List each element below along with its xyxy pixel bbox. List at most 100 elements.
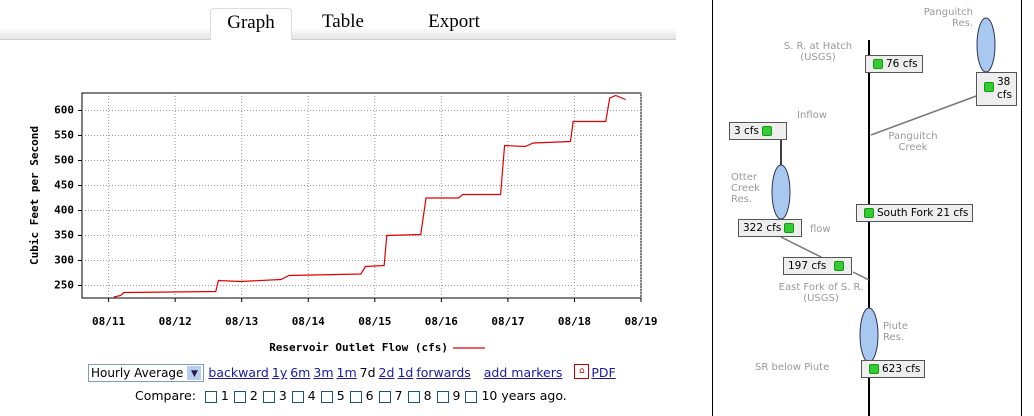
flow: 322 cfs [743, 222, 782, 234]
status-dot [761, 126, 772, 136]
y-tick-label: 250 [54, 279, 74, 292]
status-dot [873, 59, 883, 69]
flow: 623 cfs [882, 363, 921, 375]
schematic-lines [771, 17, 996, 416]
checkbox-label: 10 years ago. [481, 388, 567, 403]
chart: 250 300 350 400 450 500 550 600 08/11 08/12 08/13 0… [28, 92, 658, 354]
checkbox[interactable] [378, 390, 391, 403]
line: Piute [883, 321, 908, 332]
status-dot [834, 261, 845, 271]
pdf-text: PDF [591, 365, 616, 380]
line: (USGS) [803, 293, 839, 304]
line: Otter [731, 172, 757, 183]
x-tick-label: 08/11 [92, 315, 125, 328]
tab[interactable]: Export [428, 11, 480, 32]
status-dot [869, 364, 879, 374]
y-tick-label: 450 [54, 179, 74, 192]
select-text: Hourly Average [91, 366, 184, 380]
flow: 38 cfs [997, 76, 1012, 102]
flow-box[interactable]: 623 cfs [861, 360, 926, 378]
link[interactable]: add markers [483, 365, 563, 380]
reservoir [859, 307, 879, 363]
checkbox-label: 6 [365, 388, 374, 403]
select[interactable]: Hourly Average ▼ [88, 364, 205, 382]
schematic: Panguitch Res. S. R. at Hatch (USGS) 76 cf… [712, 0, 1022, 416]
controls: Hourly Average ▼ backward 1y 6m 3m 1m 7d 2d 1d fo… [88, 364, 619, 382]
flow: South Fork 21 cfs [877, 207, 969, 219]
checkbox-label: 7 [394, 388, 403, 403]
pdf-link[interactable]: ⌂ PDF [574, 364, 616, 380]
link[interactable]: 1y [271, 365, 288, 380]
status-dot [864, 208, 874, 218]
x-tick-label: 08/13 [225, 315, 258, 328]
y-tick-label: 300 [54, 254, 74, 267]
legend-label: Reservoir Outlet Flow (cfs) [269, 341, 448, 354]
x-tick-label: 08/17 [491, 315, 524, 328]
status-dot [984, 82, 994, 92]
line: cfs [997, 89, 1012, 101]
compare-label: Compare: [135, 388, 196, 403]
tab[interactable]: Graph [210, 8, 292, 40]
link[interactable]: 1d [397, 365, 414, 380]
select-arrow: ▼ [187, 366, 202, 380]
flow: 3 cfs [734, 125, 759, 137]
flow: 76 cfs [886, 58, 918, 70]
checkbox[interactable] [262, 390, 275, 403]
line: 38 [997, 76, 1011, 88]
y-axis-label: Cubic Feet per Second [28, 126, 41, 265]
x-tick-label: 08/14 [292, 315, 325, 328]
line: S. R. at Hatch [783, 41, 853, 52]
x-tick-label: 08/19 [624, 315, 657, 328]
label: Panguitch Res. [913, 7, 973, 29]
current-range: 7d [359, 365, 376, 380]
checkbox[interactable] [204, 390, 217, 403]
link[interactable]: forwards [416, 365, 471, 380]
checkbox[interactable] [349, 390, 362, 403]
reservoir [771, 164, 791, 220]
checkbox[interactable] [407, 390, 420, 403]
checkbox[interactable] [465, 390, 478, 403]
tab-bar: Graph Table Export [0, 0, 676, 40]
line: Res. [883, 332, 905, 343]
line: Panguitch [923, 7, 973, 18]
checkbox[interactable] [291, 390, 304, 403]
checkbox[interactable] [233, 390, 246, 403]
link[interactable]: 2d [378, 365, 395, 380]
x-tick-label: 08/12 [159, 315, 192, 328]
link[interactable]: 3m [313, 365, 334, 380]
label: Inflow [797, 110, 827, 121]
line: (USGS) [800, 52, 836, 63]
y-tick-label: 550 [54, 129, 74, 142]
pdf-icon: ⌂ [574, 364, 590, 379]
link[interactable]: 1m [336, 365, 357, 380]
flow: 197 cfs [788, 260, 827, 272]
label: SR below Piute [755, 362, 830, 373]
y-tick-label: 350 [54, 229, 74, 242]
plot-area [81, 92, 642, 299]
checkbox-label: 9 [452, 388, 461, 403]
flow-box[interactable]: 3 cfs [729, 122, 787, 140]
link[interactable]: 6m [290, 365, 311, 380]
line: Panguitch [888, 131, 938, 142]
flow-box[interactable]: 197 cfs [783, 257, 853, 275]
checkbox[interactable] [320, 390, 333, 403]
flow-box[interactable]: 76 cfs [865, 55, 923, 73]
checkbox-label: 8 [423, 388, 432, 403]
flow-box[interactable]: 322 cfs [738, 219, 803, 237]
label: Piute Res. [883, 321, 908, 343]
checkbox-label: 3 [278, 388, 287, 403]
line: Res. [731, 194, 753, 205]
status-dot [784, 223, 795, 233]
checkbox[interactable] [436, 390, 449, 403]
label: S. R. at Hatch (USGS) [773, 41, 863, 63]
link[interactable]: backward [208, 365, 269, 380]
compare-row: Compare: 1 2 3 4 5 6 7 8 9 10 years ago. [135, 388, 567, 403]
checkbox-label: 1 [220, 388, 229, 403]
checkbox-label: 2 [249, 388, 258, 403]
label: flow [810, 224, 831, 235]
flow-box[interactable]: South Fork 21 cfs [856, 204, 974, 222]
label: Panguitch Creek [883, 131, 943, 153]
flow-box[interactable]: 38 cfs [976, 72, 1017, 106]
tab[interactable]: Table [322, 11, 364, 32]
